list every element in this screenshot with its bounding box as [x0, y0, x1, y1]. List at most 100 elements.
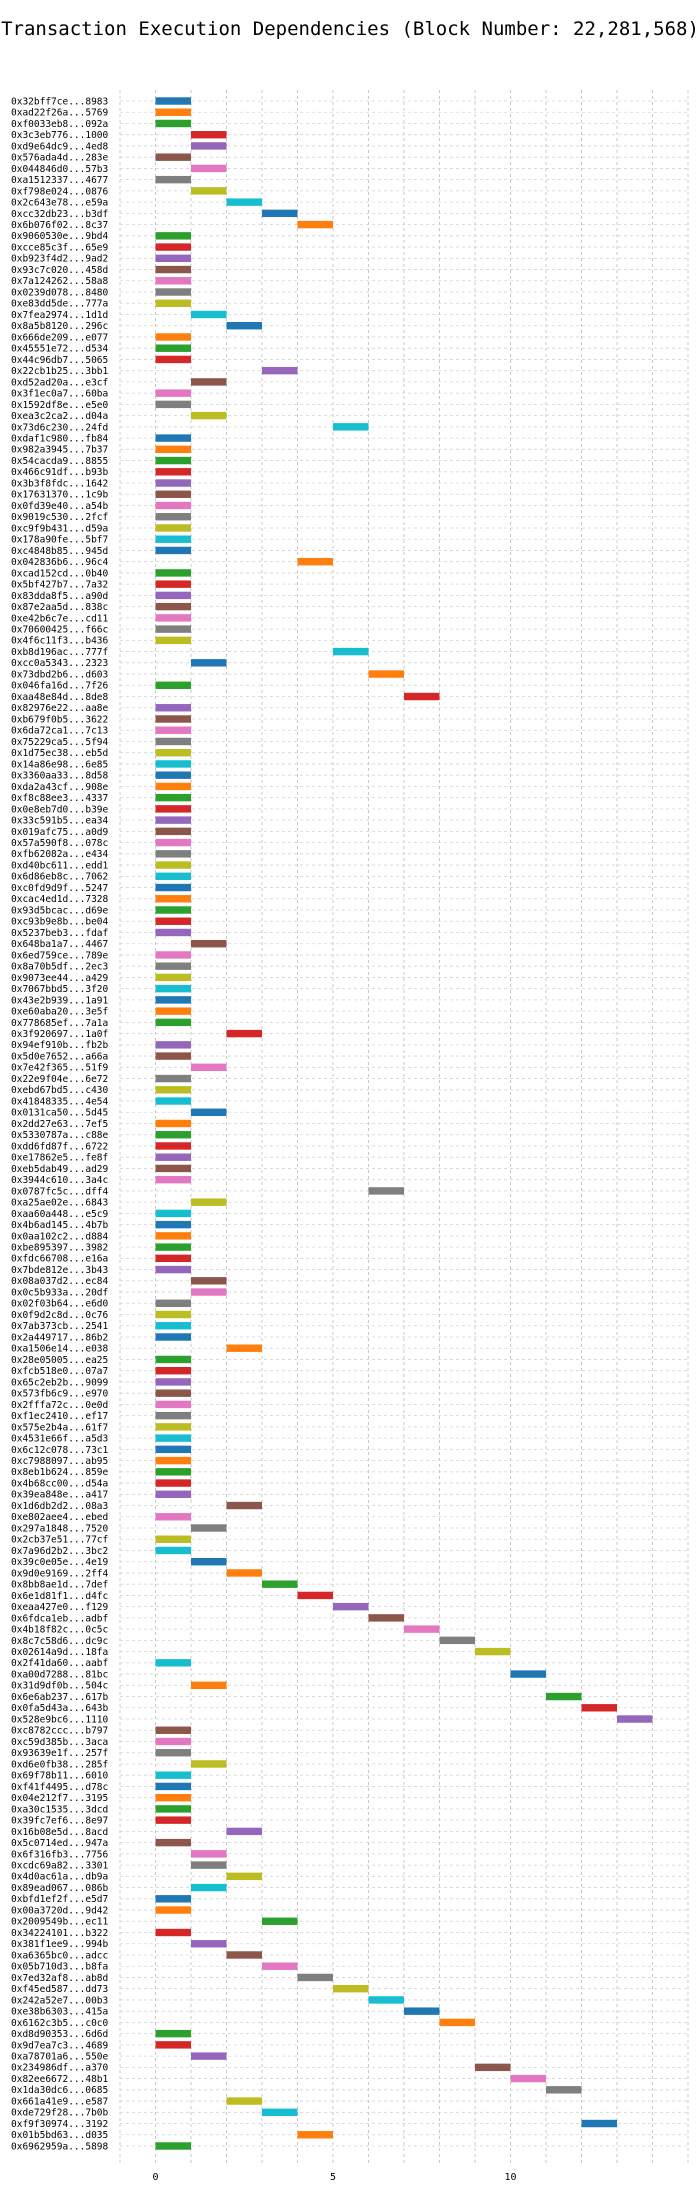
transaction-label: 0xcc0a5343...2323 [11, 658, 108, 669]
transaction-bar [155, 1153, 191, 1161]
transaction-bar [155, 108, 191, 116]
transaction-label: 0x1592df8e...e5e0 [11, 400, 109, 411]
transaction-bar [155, 153, 191, 161]
transaction-bar [155, 490, 191, 498]
transaction-label: 0xf0033eb8...092a [11, 119, 108, 130]
transaction-label: 0x9d0e9169...2ff4 [11, 1568, 109, 1579]
transaction-bar [155, 973, 191, 982]
transaction-bar [155, 1018, 191, 1027]
transaction-bar [155, 1074, 191, 1083]
transaction-bar [262, 2108, 298, 2116]
transaction-bar [155, 906, 191, 914]
transaction-label: 0x9019c530...2fcf [11, 512, 108, 523]
transaction-label: 0x5237beb3...fdaf [11, 928, 108, 939]
transaction-label: 0xfdc66708...e16a [11, 1254, 108, 1265]
transaction-bar [155, 1423, 191, 1431]
transaction-bar [191, 187, 227, 195]
transaction-label: 0x65c2eb2b...9099 [11, 1377, 109, 1388]
transaction-bar [155, 782, 191, 791]
transaction-label: 0x3f1ec0a7...60ba [11, 389, 108, 400]
transaction-bar [155, 1928, 191, 1937]
transaction-label: 0xe38b6303...415a [11, 2007, 108, 2018]
transaction-bar [155, 1220, 191, 1229]
transaction-label: 0x34224101...b322 [11, 1928, 108, 1939]
transaction-bar [155, 1749, 191, 1757]
transaction-bar [155, 850, 191, 858]
transaction-label: 0xcac4ed1d...7328 [11, 894, 109, 905]
transaction-label: 0xad22f26a...5769 [11, 108, 109, 119]
transaction-label: 0x297a1848...7520 [11, 1523, 109, 1534]
transaction-label: 0x69f78b11...6010 [11, 1771, 109, 1782]
transaction-label: 0x17631370...1c9b [11, 490, 109, 501]
transaction-label: 0xa78701a6...550e [11, 2052, 109, 2063]
transaction-label: 0x44c96db7...5065 [11, 355, 108, 366]
transaction-label: 0x93d5bcac...d69e [11, 905, 109, 916]
transaction-bar [191, 1277, 227, 1285]
transaction-label: 0xd40bc611...edd1 [11, 860, 109, 871]
transaction-label: 0xfcb518e0...07a7 [11, 1366, 108, 1377]
transaction-label: 0x6f316fb3...7756 [11, 1849, 109, 1860]
transaction-label: 0xe60aba20...3e5f [11, 1007, 108, 1018]
transaction-bar [226, 1501, 262, 1510]
transaction-label: 0x3944c610...3a4c [11, 1175, 108, 1186]
transaction-bar [155, 1119, 191, 1128]
transaction-label: 0xdaf1c980...fb84 [11, 433, 109, 444]
transaction-bar [155, 434, 191, 442]
transaction-bar [155, 614, 191, 622]
x-tick-label: 10 [504, 2172, 516, 2183]
transaction-label: 0xa00d7288...81bc [11, 1669, 108, 1680]
transaction-label: 0x0239d078...8480 [11, 287, 109, 298]
transaction-bar [191, 1883, 227, 1892]
transaction-bar [155, 1737, 191, 1746]
transaction-bar [475, 2063, 511, 2072]
transaction-bar [191, 1760, 227, 1768]
transaction-bar [155, 602, 191, 611]
transaction-bar [155, 2041, 191, 2049]
transaction-bar [155, 1052, 191, 1060]
transaction-bar [368, 1996, 404, 2004]
transaction-bar [155, 277, 191, 285]
transaction-bar [155, 1805, 191, 1813]
transaction-bar [262, 1962, 298, 1970]
transaction-label: 0x41848335...4e54 [11, 1096, 109, 1107]
transaction-bar [368, 1187, 404, 1195]
transaction-bar [510, 1670, 546, 1678]
transaction-label: 0x70600425...f66c [11, 625, 108, 636]
transaction-label: 0xde729f28...7b0b [11, 2108, 109, 2119]
transaction-label: 0x242a52e7...00b3 [11, 1995, 108, 2006]
transaction-label: 0xc8782ccc...b797 [11, 1726, 108, 1737]
transaction-bar [191, 1861, 227, 1869]
transaction-label: 0xcc32db23...b3df [11, 209, 108, 220]
transaction-bar [155, 1434, 191, 1442]
transaction-label: 0x6b076f02...8c37 [11, 220, 108, 231]
transaction-bar [155, 883, 191, 892]
transaction-bar [226, 198, 262, 206]
transaction-bar [439, 1636, 475, 1645]
transaction-bar [155, 456, 191, 465]
transaction-label: 0x8c7c58d6...dc9c [11, 1636, 108, 1647]
transaction-label: 0xb923f4d2...9ad2 [11, 254, 108, 265]
transaction-label: 0x4b6ad145...4b7b [11, 1220, 109, 1231]
transaction-bar [155, 1041, 191, 1049]
transaction-label: 0x1d6db2d2...08a3 [11, 1501, 108, 1512]
transaction-bar [297, 1591, 333, 1600]
transaction-label: 0xd9e64dc9...4ed8 [11, 141, 109, 152]
transaction-label: 0x2dd27e63...7ef5 [11, 1119, 108, 1130]
transaction-label: 0x044846d0...57b3 [11, 164, 108, 175]
transaction-bar [155, 793, 191, 802]
transaction-label: 0x93639e1f...257f [11, 1748, 108, 1759]
transaction-bar [155, 1906, 191, 1914]
transaction-bar [155, 681, 191, 689]
transaction-label: 0x22cb1b25...3bb1 [11, 366, 109, 377]
transaction-bar [155, 636, 191, 645]
transaction-bar [155, 748, 191, 757]
transaction-label: 0x576ada4d...283e [11, 153, 109, 164]
transaction-bar [155, 243, 191, 251]
transaction-label: 0x02614a9d...18fa [11, 1647, 108, 1658]
transaction-bar [155, 501, 191, 510]
transaction-label: 0xbfd1ef2f...e5d7 [11, 1894, 108, 1905]
transaction-bar [155, 827, 191, 836]
transaction-label: 0xf45ed587...dd73 [11, 1984, 108, 1995]
transaction-label: 0x93c7c020...458d [11, 265, 108, 276]
transaction-bar [155, 389, 191, 397]
